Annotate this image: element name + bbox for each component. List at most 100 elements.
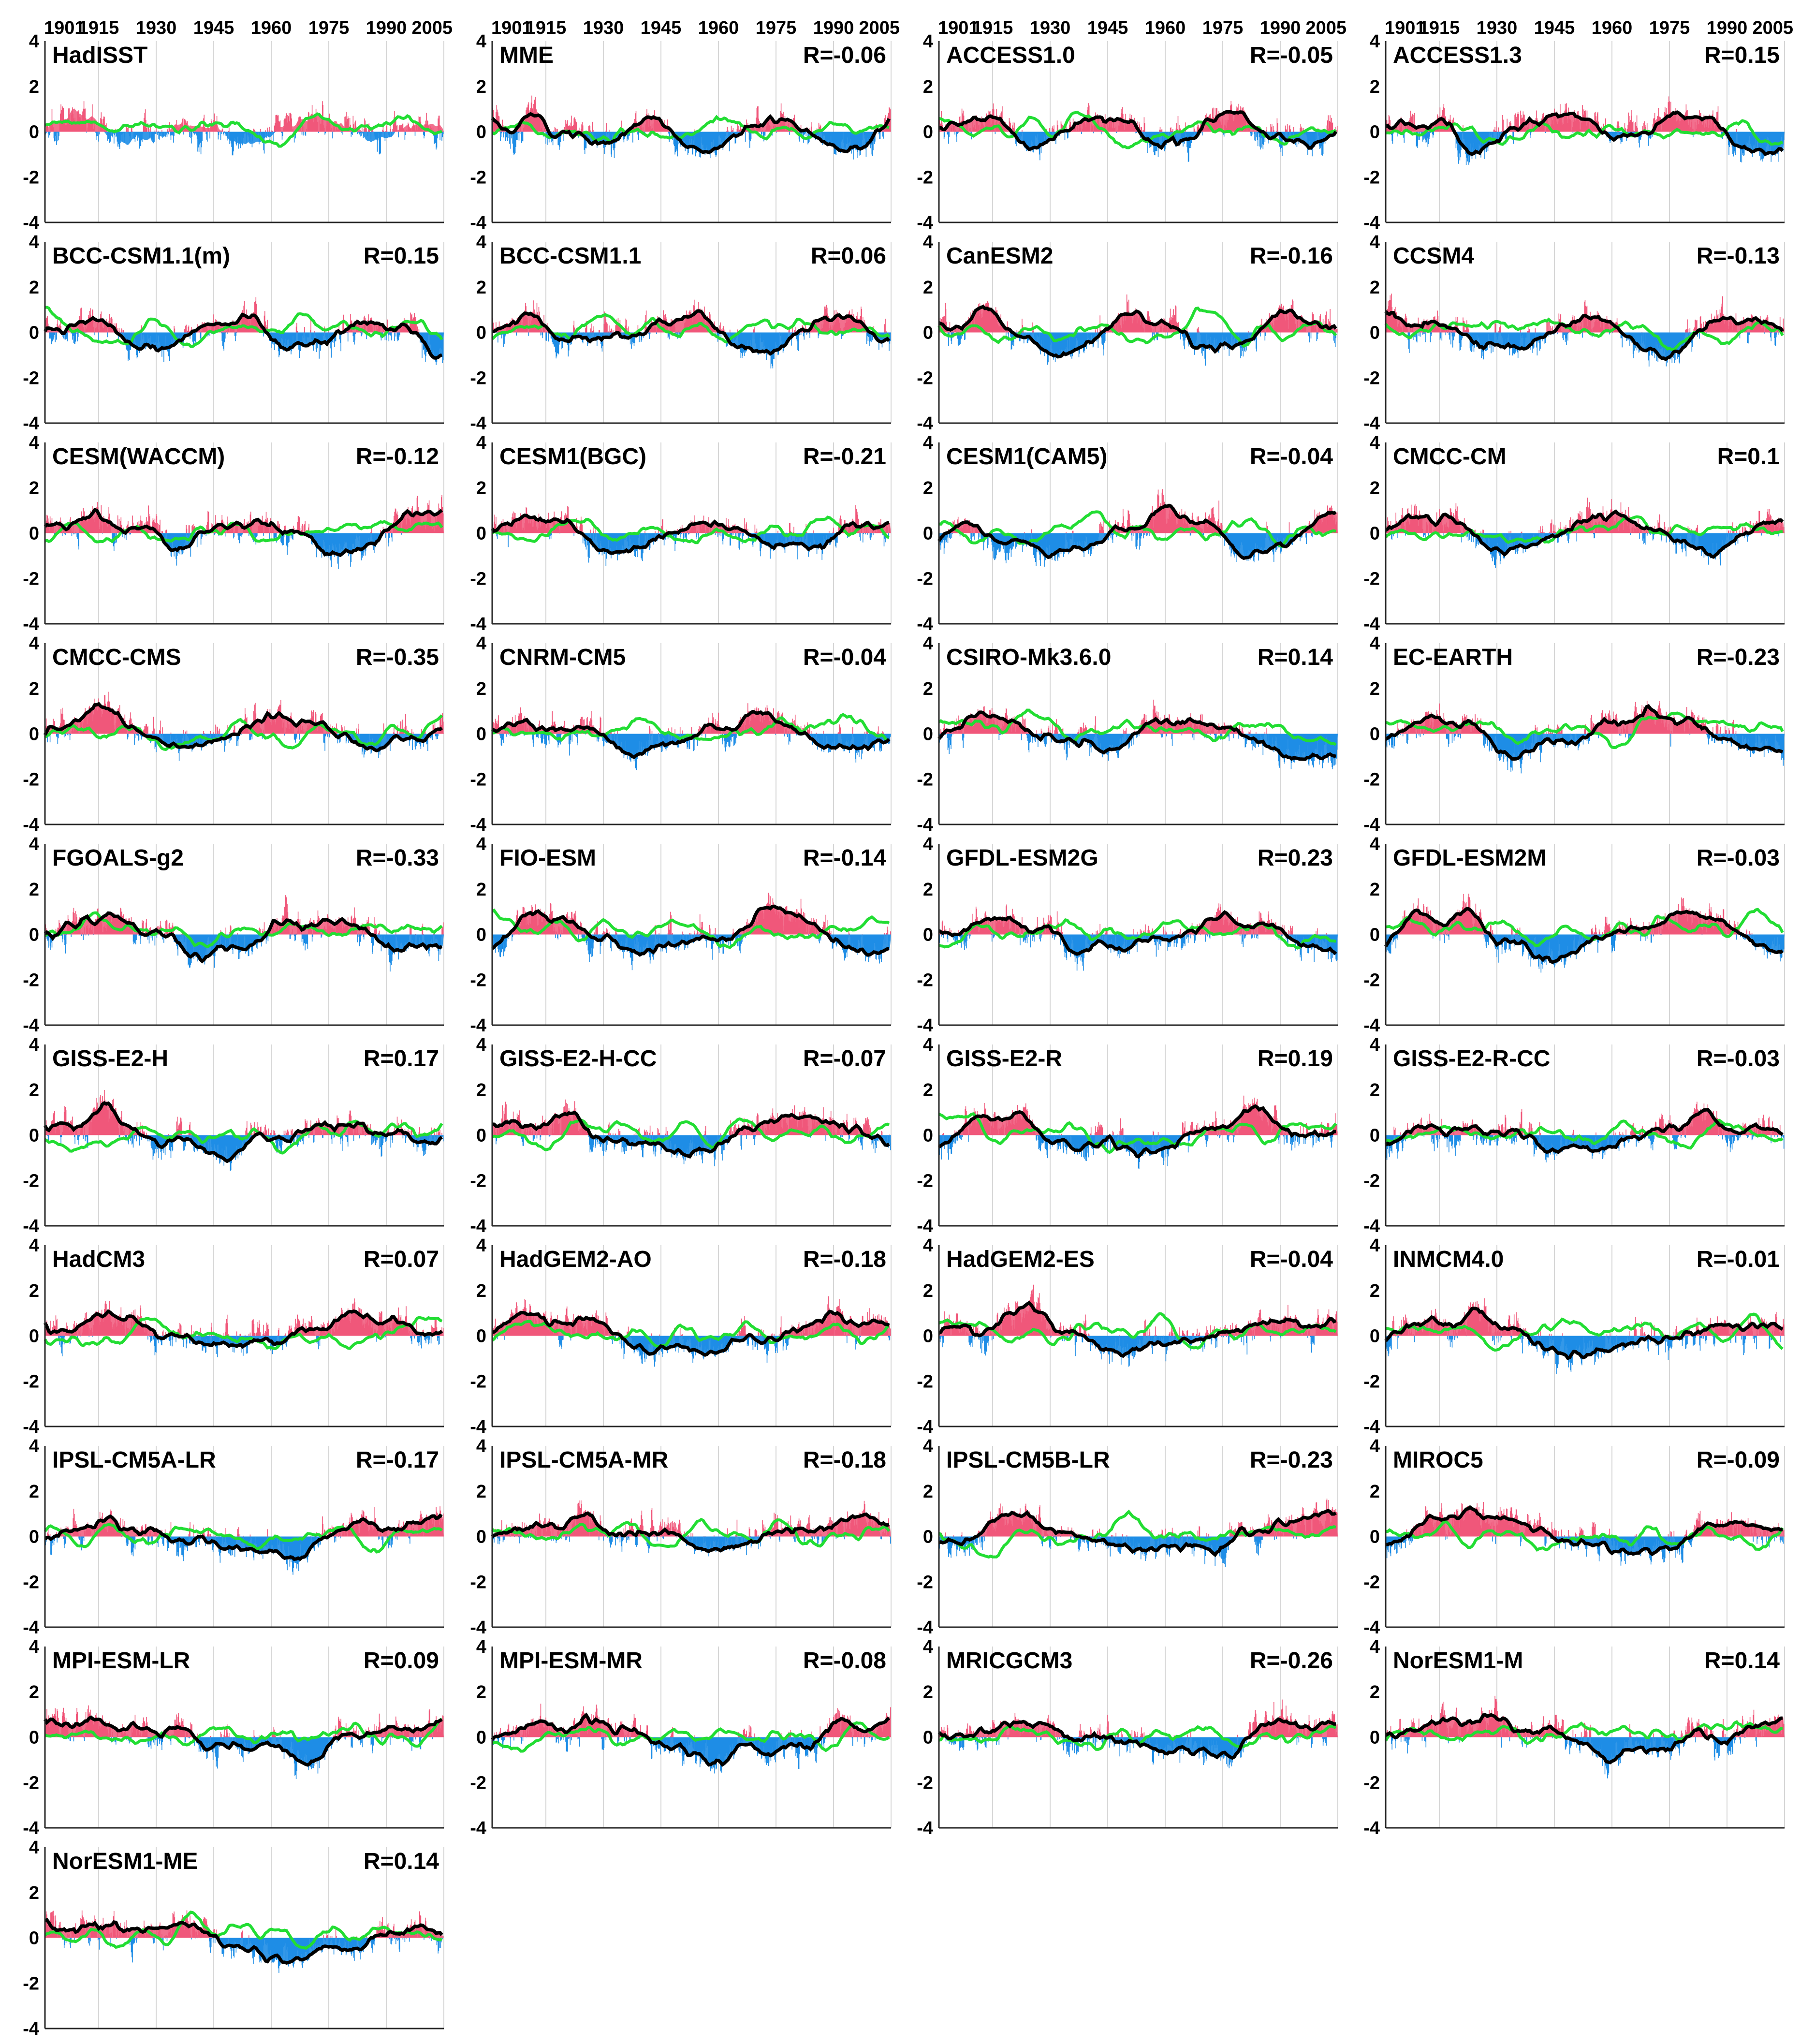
panel: 4 2 0 -2 -4 MME R=-0.06: [470, 31, 892, 233]
y-tick-label: 2: [1370, 1080, 1380, 1101]
y-tick-label: 0: [923, 323, 933, 343]
y-tick-label: 4: [29, 834, 39, 854]
panel-title: CNRM-CM5: [499, 645, 626, 670]
x-tick-label: 1901: [938, 18, 979, 38]
panel-title: BCC-CSM1.1(m): [52, 243, 230, 269]
y-tick-label: -4: [23, 815, 39, 835]
panel: 4 2 0 -2 -4 CSIRO-Mk3.6.0 R=0.14: [917, 633, 1338, 835]
panel: 4 2 0 -2 -4 INMCM4.0 R=-0.01: [1363, 1235, 1785, 1437]
y-tick-label: 2: [29, 1281, 39, 1301]
panel-title: ACCESS1.0: [946, 43, 1075, 68]
negative-area: [492, 1135, 891, 1157]
smoothed-line: [43, 702, 443, 752]
smoothed-line: [43, 1101, 443, 1163]
y-tick-label: 0: [476, 724, 486, 745]
x-tick-label: 1990: [1260, 18, 1301, 38]
reference-line: [1384, 515, 1783, 544]
panel-correlation: R=-0.03: [1697, 845, 1780, 871]
panel-correlation: R=0.15: [1704, 43, 1780, 68]
smoothed-line: [1384, 907, 1784, 964]
x-tick-label: 1901: [1385, 18, 1426, 38]
y-tick-label: -2: [470, 1773, 486, 1793]
y-tick-label: -2: [23, 1572, 39, 1592]
panel: 4 2 0 -2 -4 HadGEM2-ES R=-0.04: [917, 1235, 1338, 1437]
y-tick-label: 2: [476, 278, 486, 298]
y-tick-label: -2: [23, 167, 39, 188]
y-tick-label: 0: [923, 524, 933, 544]
y-tick-label: 0: [476, 1527, 486, 1547]
y-tick-label: -2: [23, 1973, 39, 1994]
negative-area: [1386, 1135, 1785, 1152]
reference-line: [937, 1509, 1336, 1559]
panel: 4 2 0 -2 -4 CCSM4 R=-0.13: [1363, 232, 1785, 434]
y-tick-label: 0: [1370, 724, 1380, 745]
y-tick-label: 0: [923, 925, 933, 945]
panel-title: FGOALS-g2: [52, 845, 184, 871]
y-tick-label: -4: [23, 213, 39, 233]
y-tick-label: 0: [29, 1326, 39, 1347]
reference-line: [44, 1718, 443, 1748]
panel: 4 2 0 -2 -4 GISS-E2-H R=0.17: [23, 1035, 444, 1236]
y-tick-label: 0: [923, 724, 933, 745]
reference-line: [44, 911, 443, 948]
panel: 4 2 0 -2 -4 MIROC5 R=-0.09: [1363, 1436, 1785, 1638]
y-tick-label: 4: [923, 433, 933, 453]
y-tick-label: 4: [1370, 232, 1380, 252]
panel: 4 2 0 -2 -4 ACCESS1.0 R=-0.05: [917, 31, 1338, 233]
y-tick-label: -2: [1363, 1371, 1380, 1392]
panel: 4 2 0 -2 -4 HadCM3 R=0.07: [23, 1235, 444, 1437]
y-tick-label: 4: [29, 1035, 39, 1055]
panel-title: ACCESS1.3: [1393, 43, 1522, 68]
y-tick-label: 4: [923, 31, 933, 52]
y-tick-label: -2: [470, 769, 486, 790]
y-tick-label: -4: [1363, 413, 1380, 434]
panel-title: HadCM3: [52, 1247, 145, 1272]
panel: 4 2 0 -2 -4 IPSL-CM5A-MR R=-0.18: [470, 1436, 892, 1638]
panel-title: NorESM1-M: [1393, 1648, 1523, 1674]
y-tick-label: -4: [1363, 614, 1380, 634]
y-tick-label: 2: [923, 1281, 933, 1301]
reference-line: [1384, 1720, 1783, 1745]
x-tick-label: 1915: [972, 18, 1013, 38]
reference-line: [938, 1312, 1337, 1350]
y-tick-label: -2: [470, 569, 486, 589]
y-tick-label: -4: [1363, 1015, 1380, 1036]
panel-title: CESM1(BGC): [499, 444, 646, 470]
x-tick-label: 1945: [193, 18, 234, 38]
negative-bars: [68, 1737, 433, 1779]
y-tick-label: -2: [917, 569, 933, 589]
smoothed-line: [937, 910, 1337, 956]
panel-title: HadGEM2-ES: [946, 1247, 1095, 1272]
panel-title: HadGEM2-AO: [499, 1247, 652, 1272]
smoothed-line: [43, 1309, 443, 1349]
y-tick-label: 4: [29, 1436, 39, 1456]
y-tick-label: 2: [1370, 1482, 1380, 1502]
y-tick-label: 4: [29, 1235, 39, 1256]
y-tick-label: -2: [1363, 1572, 1380, 1592]
panel-title: GISS-E2-R: [946, 1046, 1062, 1072]
y-tick-label: 2: [476, 1482, 486, 1502]
panel-correlation: R=0.19: [1258, 1046, 1333, 1072]
x-tick-label: 1975: [308, 18, 350, 38]
y-tick-label: -2: [470, 167, 486, 188]
smoothed-line: [938, 110, 1337, 151]
y-tick-label: 2: [29, 478, 39, 499]
positive-bars: [1385, 1695, 1785, 1737]
y-tick-label: 4: [29, 433, 39, 453]
y-tick-label: 0: [29, 1126, 39, 1146]
panel-correlation: R=-0.33: [356, 845, 439, 871]
reference-line: [938, 708, 1337, 746]
y-tick-label: 2: [29, 1883, 39, 1903]
x-tick-label: 1975: [1202, 18, 1244, 38]
smoothed-line: [44, 1918, 443, 1965]
y-tick-label: 4: [923, 1235, 933, 1256]
y-tick-label: -2: [23, 1371, 39, 1392]
panel-title: IPSL-CM5B-LR: [946, 1447, 1110, 1473]
panel: 4 2 0 -2 -4 CMCC-CM R=0.1: [1363, 433, 1785, 634]
panel: 4 2 0 -2 -4 FIO-ESM R=-0.14: [470, 834, 892, 1036]
y-tick-label: 4: [476, 433, 486, 453]
y-tick-label: 4: [923, 1035, 933, 1055]
y-tick-label: -4: [1363, 815, 1380, 835]
y-tick-label: -2: [917, 167, 933, 188]
reference-line: [44, 306, 443, 348]
